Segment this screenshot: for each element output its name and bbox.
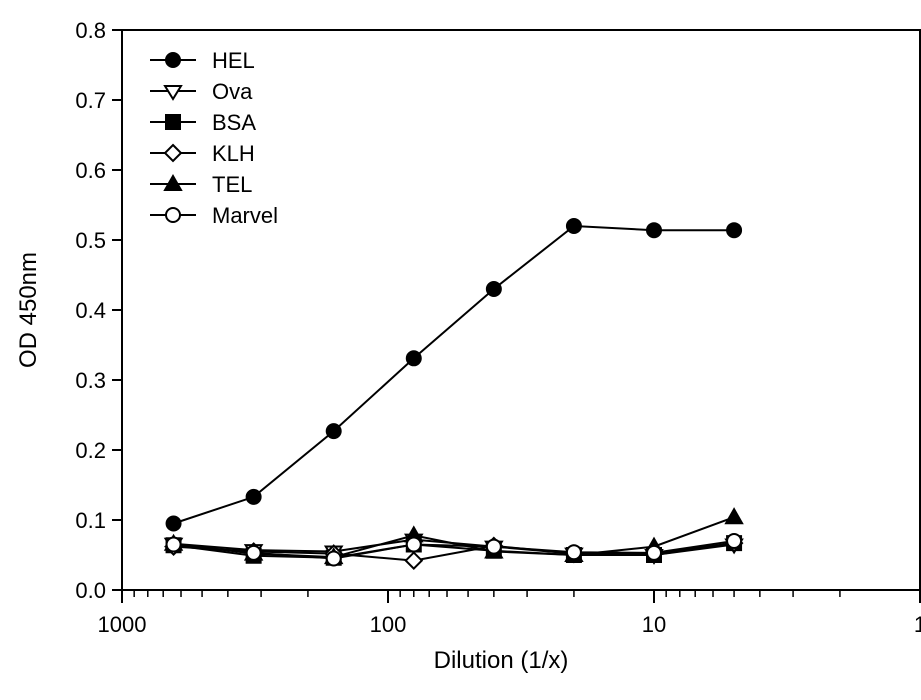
data-point (404, 551, 424, 571)
series-marvel (165, 533, 743, 567)
y-tick-label: 0.3 (75, 368, 106, 393)
legend: HEL Ova BSA KLH TEL Marvel (150, 48, 278, 228)
legend-label: Ova (212, 79, 253, 104)
x-tick-label: 10 (642, 612, 666, 637)
legend-label: TEL (212, 172, 252, 197)
legend-marker (165, 207, 181, 223)
legend-label: KLH (212, 141, 255, 166)
series-layer (163, 218, 744, 571)
legend-marker (163, 85, 183, 101)
legend-marker (165, 114, 181, 130)
data-point (245, 488, 262, 505)
x-tick-label: 1 (914, 612, 921, 637)
y-tick-label: 0.8 (75, 18, 106, 43)
y-tick-label: 0.5 (75, 228, 106, 253)
legend-marker (165, 52, 181, 68)
data-point (726, 222, 743, 239)
x-axis-title: Dilution (1/x) (434, 647, 569, 674)
data-point (565, 544, 582, 561)
data-point (165, 536, 182, 553)
legend-label: HEL (212, 48, 255, 73)
data-point (646, 222, 662, 239)
legend-label: BSA (212, 110, 256, 135)
y-tick-label: 0.7 (75, 88, 106, 113)
data-point (405, 350, 422, 367)
y-tick-label: 0.0 (75, 578, 106, 603)
data-point (325, 550, 342, 567)
x-tick-label: 1000 (98, 612, 147, 637)
series-line (173, 540, 735, 560)
y-tick-label: 0.2 (75, 438, 106, 463)
data-point (646, 544, 662, 561)
series-hel (165, 218, 743, 532)
data-point (724, 507, 744, 525)
y-tick-label: 0.4 (75, 298, 106, 323)
data-point (485, 538, 502, 555)
legend-marker (163, 173, 183, 191)
data-point (405, 536, 422, 553)
legend-marker (163, 143, 183, 163)
data-point (565, 218, 582, 234)
data-point (485, 281, 502, 297)
series-line (173, 224, 735, 525)
y-tick-label: 0.6 (75, 158, 106, 183)
series-line (173, 542, 735, 559)
y-tick-label: 0.1 (75, 508, 106, 533)
axes: 0.0 0.1 0.2 0.3 0.4 0.5 0.6 0.7 0.8 1000 100 10 1 (75, 18, 921, 637)
data-point (726, 533, 743, 549)
y-axis-title: OD 450nm (15, 252, 42, 368)
data-point (165, 515, 182, 532)
data-point (325, 423, 342, 440)
data-point (245, 544, 262, 561)
legend-label: Marvel (212, 203, 278, 228)
x-tick-label: 100 (370, 612, 407, 637)
